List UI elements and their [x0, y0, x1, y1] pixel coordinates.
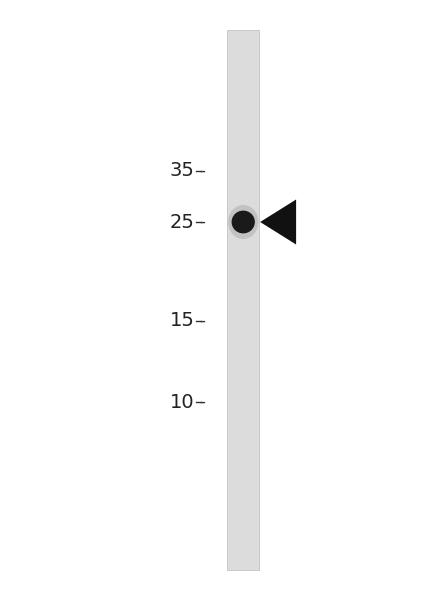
Text: 15: 15 [170, 311, 195, 331]
Text: -: - [199, 162, 205, 180]
Polygon shape [260, 199, 296, 245]
Text: -: - [199, 213, 205, 231]
Text: 35: 35 [170, 161, 195, 181]
Text: -: - [199, 312, 205, 330]
Text: 10: 10 [170, 392, 195, 412]
Text: -: - [199, 393, 205, 411]
Text: 25: 25 [170, 212, 195, 232]
Ellipse shape [228, 205, 258, 239]
Bar [227, 30, 259, 570]
Ellipse shape [231, 211, 255, 233]
